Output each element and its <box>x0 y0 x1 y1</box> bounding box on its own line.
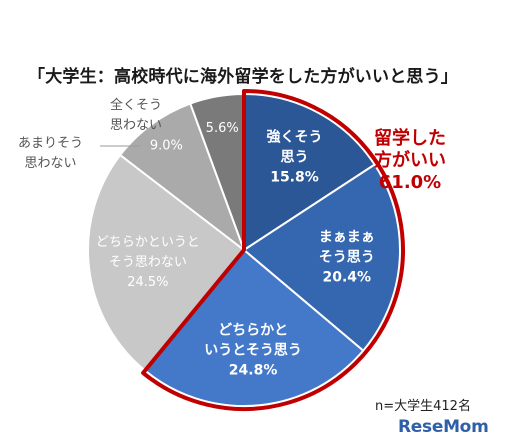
highlight-label: 留学した 方がいい 61.0% <box>374 128 446 193</box>
slice-rather-agree <box>143 248 365 407</box>
slice-value-label: 24.5% <box>127 275 168 290</box>
slice-rather-disagree <box>87 153 246 372</box>
slice-label-none-at-all: 全くそう 思わない <box>110 98 163 133</box>
slice-somewhat-agree <box>242 163 402 353</box>
slice-value-label: 9.0% <box>150 138 183 153</box>
chart-title: 「大学生：高校時代に海外留学をした方がいいと思う」 <box>28 67 458 87</box>
highlight-outline <box>141 89 405 411</box>
brand-logo: ReseMom <box>398 417 489 437</box>
slice-strongly-agree <box>243 92 376 252</box>
slice-value-label: 24.8% <box>229 362 278 378</box>
slice-category-label: 強くそう <box>267 129 323 146</box>
sample-size-note: n=大学生412名 <box>375 399 471 414</box>
slice-category-label: そう思う <box>319 249 375 265</box>
highlight-value: 61.0% <box>378 172 442 193</box>
slice-category-label: そう思わない <box>109 255 187 270</box>
slice-label-not-really: あまりそう 思わない <box>18 136 84 171</box>
slice-category-label: 思う <box>281 150 309 166</box>
slice-category-label: どちらかと <box>218 322 288 338</box>
slice-value-label: 15.8% <box>270 170 319 186</box>
slice-value-label: 20.4% <box>323 269 372 285</box>
slice-category-label: どちらかというと <box>96 235 200 250</box>
slice-category-label: まぁまぁ <box>319 229 375 245</box>
slice-not-really <box>118 102 247 253</box>
slice-value-label: 5.6% <box>206 121 239 136</box>
slice-category-label: いうとそう思う <box>204 342 302 358</box>
